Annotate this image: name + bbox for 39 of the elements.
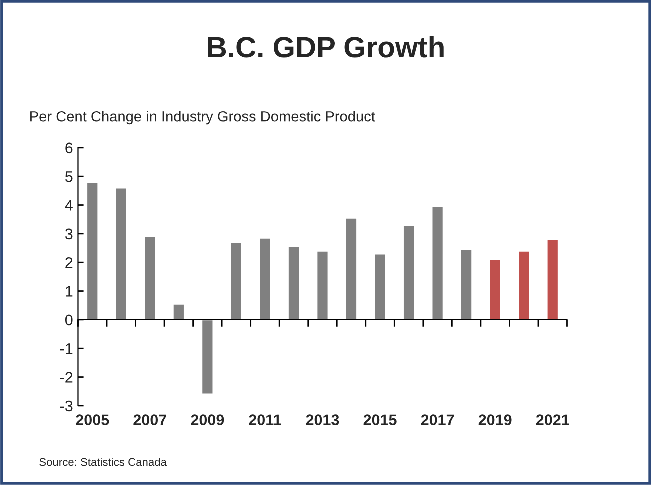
y-tick-label: 2 — [66, 257, 73, 268]
y-tick-label: -1 — [60, 344, 73, 354]
x-tick-label: 2017 — [421, 414, 454, 426]
y-tick-label: -2 — [60, 372, 73, 383]
bar — [431, 206, 444, 321]
x-tick-label: 2013 — [306, 414, 340, 426]
bar — [230, 242, 243, 321]
y-tick-label: 3 — [65, 228, 73, 240]
x-tick-label: 2015 — [364, 414, 397, 426]
chart-subtitle: Per Cent Change in Industry Gross Domestic Product — [30, 111, 376, 125]
bar — [86, 182, 100, 321]
bar — [518, 250, 531, 321]
bar — [316, 250, 330, 321]
bar — [402, 224, 416, 321]
bar — [345, 217, 358, 321]
source-note: Source: Statistics Canada — [40, 458, 167, 466]
y-tick-label: 5 — [65, 172, 73, 182]
bar — [374, 253, 387, 321]
y-tick-label: -3 — [60, 400, 73, 412]
bar — [488, 259, 502, 321]
bar — [144, 236, 157, 321]
x-tick-label: 2007 — [134, 414, 166, 426]
bar — [460, 249, 474, 321]
bar — [258, 238, 272, 321]
y-tick-label: 4 — [65, 200, 73, 211]
x-tick-label: 2021 — [536, 414, 570, 426]
bar — [172, 303, 186, 321]
y-tick-label: 1 — [66, 286, 73, 297]
chart-title: B.C. GDP Growth — [208, 36, 444, 58]
bar — [546, 238, 560, 321]
y-tick-label: 6 — [66, 142, 73, 154]
x-tick-label: 2019 — [478, 414, 512, 426]
bar — [201, 319, 214, 396]
bar — [288, 246, 300, 321]
x-tick-label: 2005 — [76, 414, 110, 426]
x-tick-label: 2011 — [249, 414, 282, 426]
y-tick-label: 0 — [65, 314, 73, 326]
bar — [114, 187, 128, 321]
x-tick-label: 2009 — [191, 414, 224, 426]
